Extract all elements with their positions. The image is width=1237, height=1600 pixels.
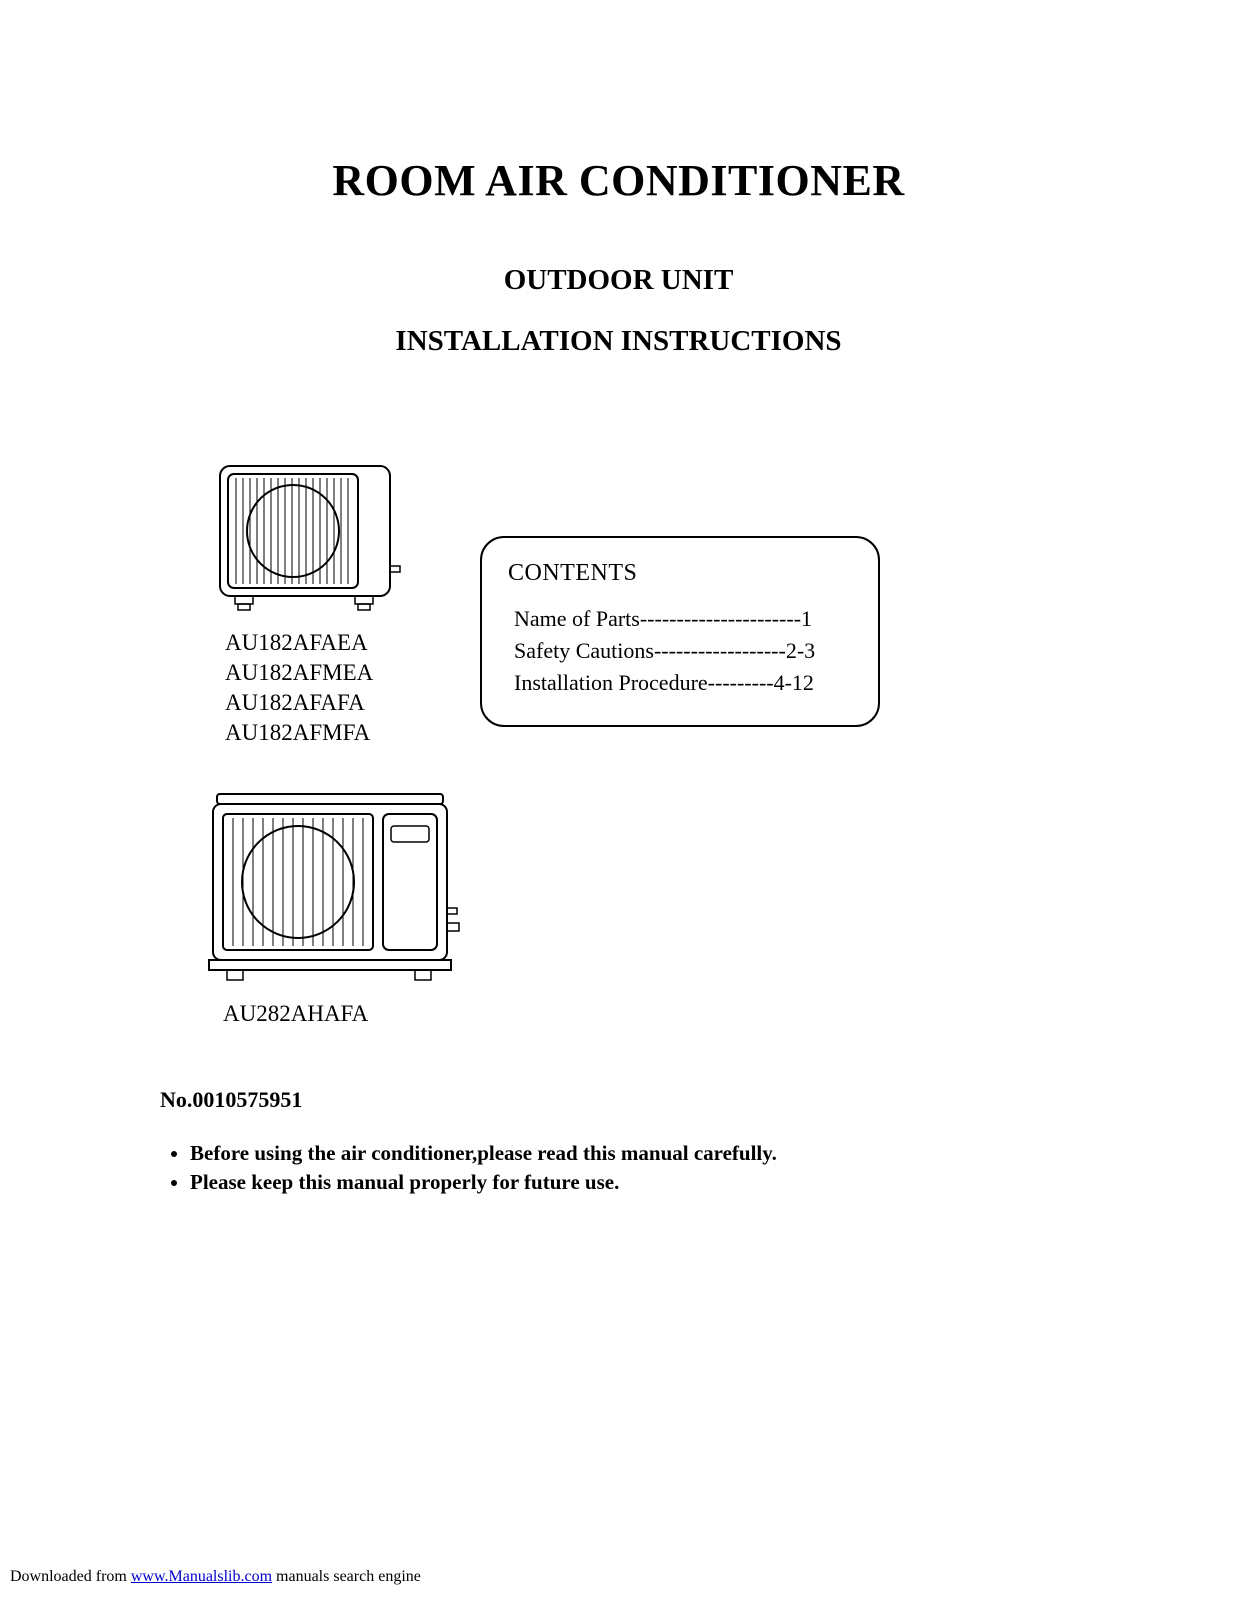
bullet-item: Please keep this manual properly for fut… (190, 1170, 1087, 1195)
model-number: AU182AFMFA (225, 718, 373, 748)
toc-dashes: --------- (708, 667, 774, 699)
footer-link[interactable]: www.Manualslib.com (131, 1568, 272, 1585)
model-number: AU182AFMEA (225, 658, 373, 688)
unit1-block: AU182AFAEA AU182AFMEA AU182AFAFA AU182AF… (210, 458, 410, 748)
footer-suffix: manuals search engine (272, 1568, 421, 1585)
toc-row: Name of Parts----------------------1 (514, 603, 852, 635)
main-title: ROOM AIR CONDITIONER (150, 155, 1087, 206)
footer: Downloaded from www.Manualslib.com manua… (10, 1568, 421, 1586)
outdoor-unit-large-icon (205, 788, 465, 988)
model-number: AU182AFAFA (225, 688, 373, 718)
footer-prefix: Downloaded from (10, 1568, 131, 1585)
toc-dashes: ------------------ (654, 635, 786, 667)
unit2-block: AU282AHAFA (205, 788, 1087, 1027)
model-number: AU182AFAEA (225, 628, 373, 658)
toc-page: 4-12 (774, 667, 814, 699)
toc-dashes: ---------------------- (640, 603, 801, 635)
subtitle-installation: INSTALLATION INSTRUCTIONS (150, 325, 1087, 358)
document-number: No.0010575951 (160, 1087, 1087, 1113)
unit1-model-list: AU182AFAEA AU182AFMEA AU182AFAFA AU182AF… (225, 628, 373, 748)
notice-bullets: Before using the air conditioner,please … (190, 1141, 1087, 1195)
contents-heading: CONTENTS (508, 560, 852, 587)
toc-page: 2-3 (786, 635, 815, 667)
toc-page: 1 (801, 603, 812, 635)
toc-row: Safety Cautions------------------2-3 (514, 635, 852, 667)
outdoor-unit-small-icon (210, 458, 410, 618)
subtitle-outdoor-unit: OUTDOOR UNIT (150, 264, 1087, 297)
bullet-item: Before using the air conditioner,please … (190, 1141, 1087, 1166)
toc-label: Name of Parts (514, 603, 640, 635)
contents-box: CONTENTS Name of Parts------------------… (480, 536, 880, 727)
unit2-model: AU282AHAFA (223, 1001, 1087, 1027)
toc-row: Installation Procedure---------4-12 (514, 667, 852, 699)
toc-label: Installation Procedure (514, 667, 708, 699)
toc-label: Safety Cautions (514, 635, 654, 667)
